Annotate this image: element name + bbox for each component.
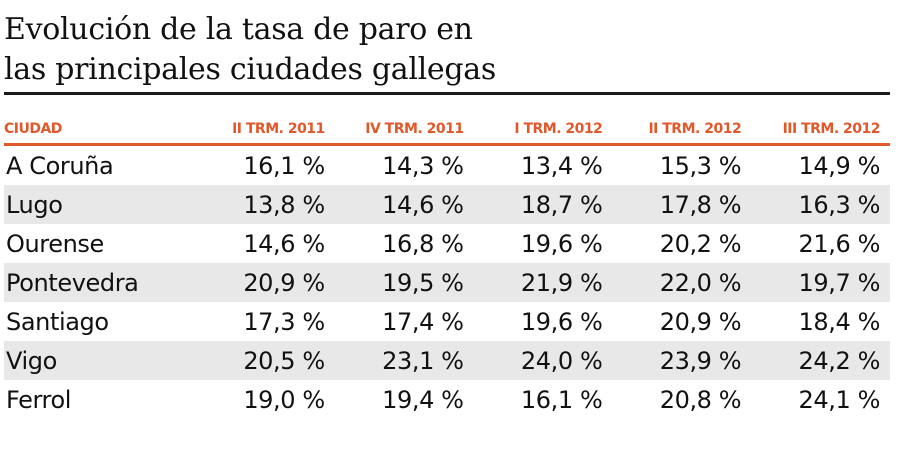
column-header-period: II TRM. 2011 <box>196 118 335 146</box>
column-header-period: IV TRM. 2011 <box>334 118 474 146</box>
rate-value-cell: 16,1 % <box>520 385 603 414</box>
rate-value-cell: 17,3 % <box>243 307 325 336</box>
table-row: Santiago 17,3 % 17,4 % 19,6 % 20,9 % 18,4 % <box>4 302 890 341</box>
rate-value-cell: 18,7 % <box>473 185 613 224</box>
rate-value-cell: 16,8 % <box>382 229 464 258</box>
rate-value-cell: 17,4 % <box>382 307 464 336</box>
table-body: A Coruña 16,1 % 14,3 % 13,4 % 15,3 % 14,9 % Lu… <box>4 145 890 420</box>
title-divider <box>4 92 890 95</box>
rate-value-cell: 21,9 % <box>473 263 613 302</box>
chart-container: Evolución de la tasa de paro en las prin… <box>4 10 890 419</box>
rate-value-cell: 15,3 % <box>659 151 742 180</box>
rate-value-cell: 16,1 % <box>243 151 325 180</box>
rate-value-cell: 19,7 % <box>751 263 890 302</box>
city-name-cell: Pontevedra <box>4 263 196 302</box>
rate-value-cell: 19,4 % <box>382 385 464 414</box>
rate-value-cell: 18,4 % <box>798 307 881 336</box>
rate-value-cell: 20,8 % <box>659 385 742 414</box>
column-header-period: I TRM. 2012 <box>473 118 613 146</box>
rate-value-cell: 22,0 % <box>612 263 752 302</box>
rate-value-cell: 14,6 % <box>243 229 325 258</box>
column-header-city: CIUDAD <box>4 118 196 146</box>
rate-value-cell: 23,9 % <box>612 341 752 380</box>
table-header-row: CIUDAD II TRM. 2011 IV TRM. 2011 I TRM. 201… <box>4 118 890 146</box>
rate-value-cell: 19,5 % <box>334 263 474 302</box>
rate-value-cell: 21,6 % <box>798 229 881 258</box>
rate-value-cell: 14,3 % <box>382 151 464 180</box>
city-name-cell: Lugo <box>4 185 196 224</box>
table-row: Lugo 13,8 % 14,6 % 18,7 % 17,8 % 16,3 % <box>4 185 890 224</box>
rate-value-cell: 13,8 % <box>196 185 335 224</box>
city-name-cell: Santiago <box>6 307 109 336</box>
city-name-cell: Ourense <box>6 229 104 258</box>
table-row: Ourense 14,6 % 16,8 % 19,6 % 20,2 % 21,6 % <box>4 224 890 263</box>
column-header-period: III TRM. 2012 <box>751 118 890 146</box>
rate-value-cell: 24,2 % <box>751 341 890 380</box>
column-header-period: II TRM. 2012 <box>612 118 752 146</box>
rate-value-cell: 17,8 % <box>612 185 752 224</box>
table-row: Ferrol 19,0 % 19,4 % 16,1 % 20,8 % 24,1 % <box>4 380 890 419</box>
rate-value-cell: 19,6 % <box>520 229 603 258</box>
rate-value-cell: 20,9 % <box>196 263 335 302</box>
rate-value-cell: 20,2 % <box>659 229 742 258</box>
rate-value-cell: 24,0 % <box>473 341 613 380</box>
rate-value-cell: 23,1 % <box>334 341 474 380</box>
rate-value-cell: 20,5 % <box>196 341 335 380</box>
rate-value-cell: 14,9 % <box>798 151 881 180</box>
city-name-cell: A Coruña <box>6 151 114 180</box>
rate-value-cell: 24,1 % <box>798 385 881 414</box>
rate-value-cell: 19,0 % <box>243 385 325 414</box>
table-row: Pontevedra 20,9 % 19,5 % 21,9 % 22,0 % 19,7 % <box>4 263 890 302</box>
chart-title-line-2: las principales ciudades gallegas <box>4 52 496 87</box>
rate-value-cell: 19,6 % <box>520 307 603 336</box>
rate-value-cell: 14,6 % <box>334 185 474 224</box>
city-name-cell: Vigo <box>4 341 196 380</box>
rate-value-cell: 20,9 % <box>659 307 742 336</box>
chart-title-line-1: Evolución de la tasa de paro en <box>4 12 473 47</box>
rate-value-cell: 16,3 % <box>751 185 890 224</box>
rate-value-cell: 13,4 % <box>520 151 603 180</box>
table-row: A Coruña 16,1 % 14,3 % 13,4 % 15,3 % 14,9 % <box>4 145 890 186</box>
unemployment-table: CIUDAD II TRM. 2011 IV TRM. 2011 I TRM. 201… <box>4 118 890 419</box>
city-name-cell: Ferrol <box>6 385 71 414</box>
table-row: Vigo 20,5 % 23,1 % 24,0 % 23,9 % 24,2 % <box>4 341 890 380</box>
